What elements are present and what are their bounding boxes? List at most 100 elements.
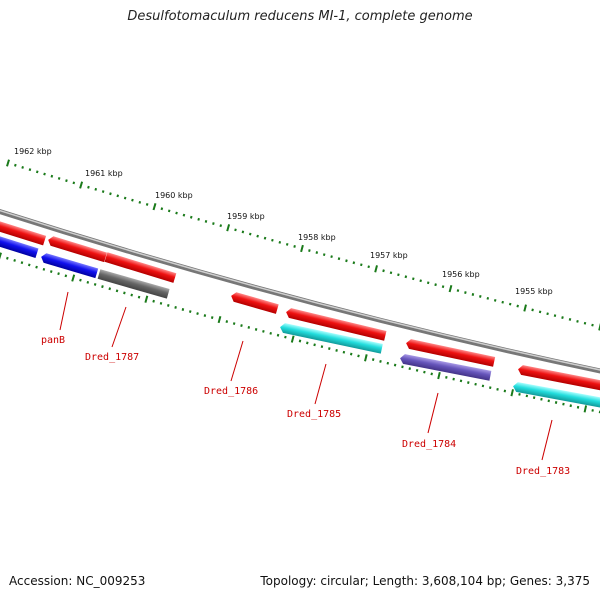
outer-ruler-minor-tick bbox=[531, 308, 534, 312]
inner-ruler-minor-tick bbox=[518, 392, 521, 396]
outer-ruler-minor-tick bbox=[35, 170, 39, 174]
leader-dred-1786 bbox=[230, 340, 244, 382]
gene-forward-5[interactable] bbox=[405, 338, 496, 367]
inner-ruler-minor-tick bbox=[284, 335, 287, 339]
inner-ruler-major-tick bbox=[437, 371, 441, 380]
outer-ruler-minor-tick bbox=[65, 179, 68, 183]
inner-ruler-minor-tick bbox=[225, 320, 229, 323]
inner-ruler-minor-tick bbox=[196, 312, 199, 315]
kbp-label-1959: 1959 kbp bbox=[227, 212, 265, 221]
inner-ruler-minor-tick bbox=[20, 261, 24, 265]
kbp-label-1961: 1961 kbp bbox=[85, 169, 123, 178]
outer-ruler-minor-tick bbox=[138, 200, 142, 204]
gene-label-dred-1784[interactable]: Dred_1784 bbox=[402, 439, 456, 450]
inner-ruler-minor-tick bbox=[115, 289, 119, 293]
outer-ruler-minor-tick bbox=[538, 310, 542, 314]
inner-ruler-minor-tick bbox=[174, 306, 177, 309]
inner-ruler-minor-tick bbox=[262, 329, 265, 333]
inner-ruler-minor-tick bbox=[489, 386, 492, 390]
inner-ruler-minor-tick bbox=[108, 287, 112, 291]
ruler-labels: 1962 kbp 1961 kbp 1960 kbp 1959 kbp 1958… bbox=[14, 147, 553, 296]
accession-text: Accession: NC_009253 bbox=[9, 574, 146, 588]
gene-label-dred-1783[interactable]: Dred_1783 bbox=[516, 466, 570, 477]
outer-ruler-minor-tick bbox=[315, 251, 319, 254]
gene-dred-1787[interactable] bbox=[97, 269, 170, 299]
inner-ruler-minor-tick bbox=[386, 361, 390, 365]
inner-ruler-minor-tick bbox=[591, 409, 594, 412]
inner-ruler-minor-tick bbox=[232, 322, 236, 325]
outer-ruler-minor-tick bbox=[576, 319, 579, 323]
outer-ruler-minor-tick bbox=[21, 166, 24, 169]
outer-ruler-minor-tick bbox=[553, 314, 557, 318]
kbp-label-1955: 1955 kbp bbox=[515, 287, 553, 296]
gene-dred-1784[interactable] bbox=[399, 353, 492, 381]
inner-ruler-minor-tick bbox=[328, 347, 331, 350]
outer-ruler-minor-tick bbox=[263, 236, 267, 240]
outer-ruler-minor-tick bbox=[241, 230, 245, 234]
outer-ruler-minor-tick bbox=[212, 222, 215, 225]
inner-ruler-minor-tick bbox=[474, 382, 477, 386]
gene-label-panB[interactable]: panB bbox=[41, 335, 65, 346]
outer-ruler-minor-tick bbox=[568, 318, 572, 321]
topology-text: Topology: circular; Length: 3,608,104 bp… bbox=[260, 574, 590, 588]
gene-panB[interactable] bbox=[0, 235, 39, 258]
inner-ruler-minor-tick bbox=[379, 360, 382, 363]
inner-ruler-major-tick bbox=[144, 295, 149, 303]
outer-ruler-minor-tick bbox=[182, 213, 186, 217]
inner-ruler-minor-tick bbox=[79, 278, 82, 282]
gene-dred-1785[interactable] bbox=[279, 322, 383, 354]
outer-ruler-minor-tick bbox=[352, 261, 356, 265]
inner-ruler-minor-tick bbox=[503, 389, 507, 393]
inner-ruler-minor-tick bbox=[357, 354, 360, 358]
gene-label-dred-1785[interactable]: Dred_1785 bbox=[287, 409, 341, 420]
inner-ruler-minor-tick bbox=[576, 405, 580, 409]
gene-label-dred-1787[interactable]: Dred_1787 bbox=[85, 352, 139, 363]
inner-ruler-minor-tick bbox=[423, 370, 426, 374]
outer-ruler-minor-tick bbox=[57, 177, 61, 180]
inner-ruler-minor-tick bbox=[101, 285, 104, 289]
kbp-label-1962: 1962 kbp bbox=[14, 147, 52, 156]
gene-label-dred-1786[interactable]: Dred_1786 bbox=[204, 386, 258, 397]
inner-ruler-minor-tick bbox=[313, 343, 316, 347]
outer-ruler-minor-tick bbox=[160, 207, 164, 211]
inner-ruler-minor-tick bbox=[445, 375, 448, 379]
genome-backbone bbox=[0, 208, 600, 374]
gene-dred-1786[interactable] bbox=[230, 291, 279, 314]
outer-ruler-minor-tick bbox=[360, 263, 363, 267]
outer-ruler-minor-tick bbox=[308, 249, 311, 252]
outer-ruler-minor-tick bbox=[50, 174, 54, 178]
outer-ruler-minor-tick bbox=[561, 316, 564, 319]
inner-ruler-minor-tick bbox=[306, 341, 309, 345]
outer-ruler-minor-tick bbox=[464, 291, 467, 294]
inner-ruler-major-tick bbox=[71, 274, 76, 282]
gene-forward-3[interactable] bbox=[104, 252, 177, 283]
outer-ruler-minor-tick bbox=[248, 232, 252, 236]
inner-ruler-minor-tick bbox=[130, 293, 133, 297]
inner-ruler-major-tick bbox=[290, 335, 295, 343]
inner-ruler-minor-tick bbox=[247, 326, 251, 329]
inner-ruler-minor-tick bbox=[137, 295, 141, 299]
inner-ruler-minor-tick bbox=[276, 333, 280, 337]
gene-dred-1787-part1[interactable] bbox=[40, 252, 99, 279]
inner-ruler-minor-tick bbox=[42, 267, 46, 271]
gene-forward-6[interactable] bbox=[517, 364, 600, 392]
inner-ruler-minor-tick bbox=[554, 401, 558, 404]
outer-ruler-minor-tick bbox=[131, 198, 134, 202]
inner-ruler-minor-tick bbox=[298, 339, 302, 343]
outer-ruler-minor-tick bbox=[234, 228, 237, 232]
inner-ruler-minor-tick bbox=[481, 384, 485, 388]
inner-ruler-minor-tick bbox=[569, 404, 572, 408]
gene-forward-2[interactable] bbox=[47, 235, 108, 263]
gene-forward-4[interactable] bbox=[285, 307, 387, 341]
inner-ruler-minor-tick bbox=[467, 381, 470, 384]
outer-ruler-minor-tick bbox=[330, 255, 333, 259]
kbp-label-1958: 1958 kbp bbox=[298, 233, 336, 242]
inner-ruler-minor-tick bbox=[430, 372, 433, 376]
inner-ruler-minor-tick bbox=[459, 379, 463, 383]
gene-forward-1[interactable] bbox=[0, 220, 47, 246]
outer-ruler-minor-tick bbox=[479, 295, 482, 298]
gene-dred-1783[interactable] bbox=[512, 381, 600, 409]
outer-ruler-minor-tick bbox=[189, 215, 193, 219]
outer-ruler-minor-tick bbox=[219, 224, 223, 228]
